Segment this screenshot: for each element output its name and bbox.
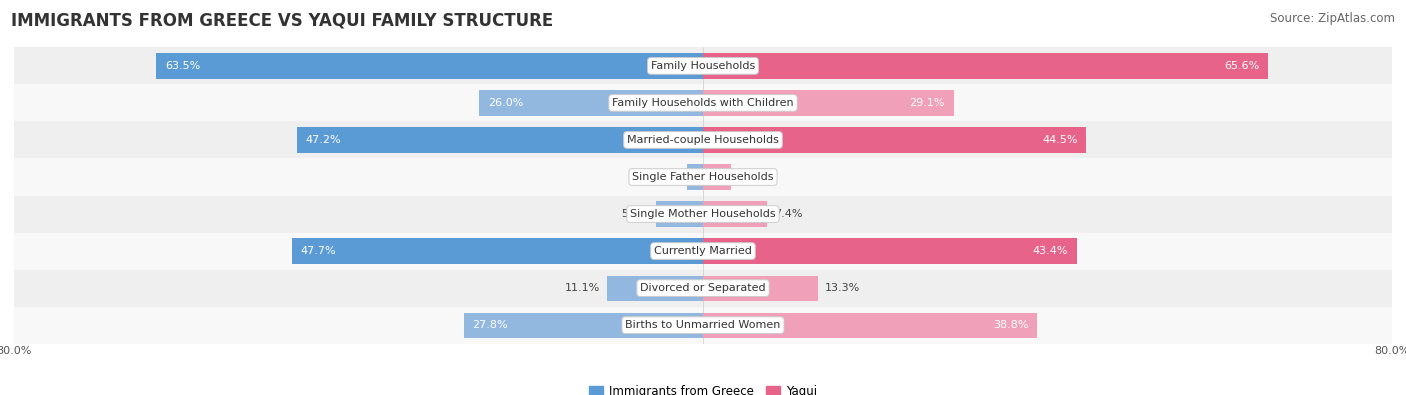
Bar xyxy=(703,239,1077,264)
Bar xyxy=(297,127,703,152)
Bar xyxy=(703,201,766,227)
Text: Currently Married: Currently Married xyxy=(654,246,752,256)
Bar xyxy=(657,201,703,227)
Bar xyxy=(14,307,1392,344)
Text: 47.2%: 47.2% xyxy=(305,135,340,145)
Legend: Immigrants from Greece, Yaqui: Immigrants from Greece, Yaqui xyxy=(585,380,821,395)
Bar xyxy=(14,196,1392,233)
Bar xyxy=(292,239,703,264)
Text: 29.1%: 29.1% xyxy=(910,98,945,108)
Bar xyxy=(464,312,703,338)
Text: 43.4%: 43.4% xyxy=(1032,246,1069,256)
Bar xyxy=(703,276,817,301)
Bar xyxy=(14,233,1392,269)
Bar xyxy=(14,121,1392,158)
Text: 5.4%: 5.4% xyxy=(621,209,650,219)
Text: Single Mother Households: Single Mother Households xyxy=(630,209,776,219)
Text: 26.0%: 26.0% xyxy=(488,98,523,108)
Bar xyxy=(14,47,1392,85)
Bar xyxy=(703,312,1038,338)
Text: 11.1%: 11.1% xyxy=(565,283,600,293)
Text: 65.6%: 65.6% xyxy=(1225,61,1260,71)
Bar xyxy=(703,90,953,116)
Text: 63.5%: 63.5% xyxy=(165,61,200,71)
Bar xyxy=(14,269,1392,307)
Text: 47.7%: 47.7% xyxy=(301,246,336,256)
Bar xyxy=(14,85,1392,121)
Text: Married-couple Households: Married-couple Households xyxy=(627,135,779,145)
Text: 1.9%: 1.9% xyxy=(651,172,679,182)
Bar xyxy=(703,164,731,190)
Text: 7.4%: 7.4% xyxy=(773,209,801,219)
Text: Family Households with Children: Family Households with Children xyxy=(612,98,794,108)
Bar xyxy=(156,53,703,79)
Text: Single Father Households: Single Father Households xyxy=(633,172,773,182)
Text: Source: ZipAtlas.com: Source: ZipAtlas.com xyxy=(1270,12,1395,25)
Text: Family Households: Family Households xyxy=(651,61,755,71)
Bar xyxy=(703,53,1268,79)
Bar xyxy=(14,158,1392,196)
Text: 38.8%: 38.8% xyxy=(993,320,1029,330)
Text: 44.5%: 44.5% xyxy=(1042,135,1077,145)
Text: 3.2%: 3.2% xyxy=(738,172,766,182)
Text: Births to Unmarried Women: Births to Unmarried Women xyxy=(626,320,780,330)
Bar xyxy=(703,127,1087,152)
Text: IMMIGRANTS FROM GREECE VS YAQUI FAMILY STRUCTURE: IMMIGRANTS FROM GREECE VS YAQUI FAMILY S… xyxy=(11,12,554,30)
Text: 13.3%: 13.3% xyxy=(824,283,859,293)
Bar xyxy=(686,164,703,190)
Bar xyxy=(607,276,703,301)
Text: Divorced or Separated: Divorced or Separated xyxy=(640,283,766,293)
Text: 27.8%: 27.8% xyxy=(472,320,508,330)
Bar xyxy=(479,90,703,116)
